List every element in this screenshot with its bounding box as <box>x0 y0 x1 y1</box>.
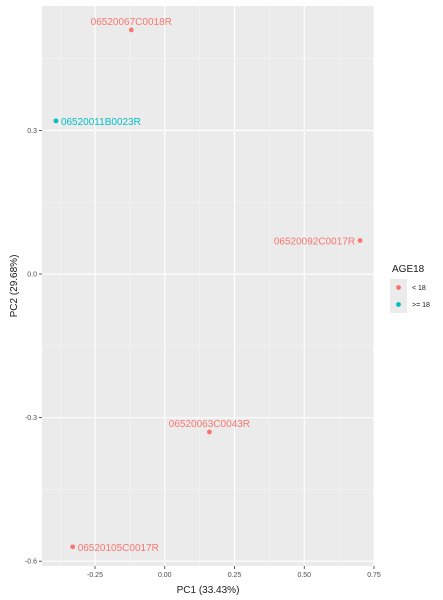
data-point <box>70 544 75 549</box>
data-point-label: 06520067C0018R <box>91 17 172 28</box>
legend-title: AGE18 <box>392 264 425 275</box>
x-tick-label: 0.50 <box>297 572 311 579</box>
y-tick-label: 0.3 <box>27 128 37 135</box>
data-point-label: 06520011B0023R <box>61 117 141 128</box>
data-point <box>54 118 59 123</box>
x-tick-label: 0.25 <box>228 572 242 579</box>
data-point <box>129 28 134 33</box>
y-tick-label: -0.3 <box>25 415 37 422</box>
legend-key-point <box>396 285 401 290</box>
y-tick-label: -0.6 <box>25 559 37 566</box>
data-point-label: 06520092C0017R <box>274 237 355 248</box>
x-axis-title: PC1 (33.43%) <box>177 585 240 596</box>
data-point <box>207 430 212 435</box>
data-point <box>358 238 363 243</box>
x-tick-label: -0.25 <box>87 572 103 579</box>
data-point-label: 06520063C0043R <box>169 419 250 430</box>
legend-entry-label: >= 18 <box>412 302 430 309</box>
x-tick-label: 0.75 <box>367 572 381 579</box>
data-point-label: 06520105C0017R <box>78 543 159 554</box>
legend-key-point <box>396 302 401 307</box>
y-tick-label: 0.0 <box>27 272 37 279</box>
x-tick-label: 0.00 <box>158 572 172 579</box>
legend-entry-label: < 18 <box>412 285 426 292</box>
y-axis-title: PC2 (29.68%) <box>9 255 20 318</box>
plot-panel <box>42 6 374 566</box>
